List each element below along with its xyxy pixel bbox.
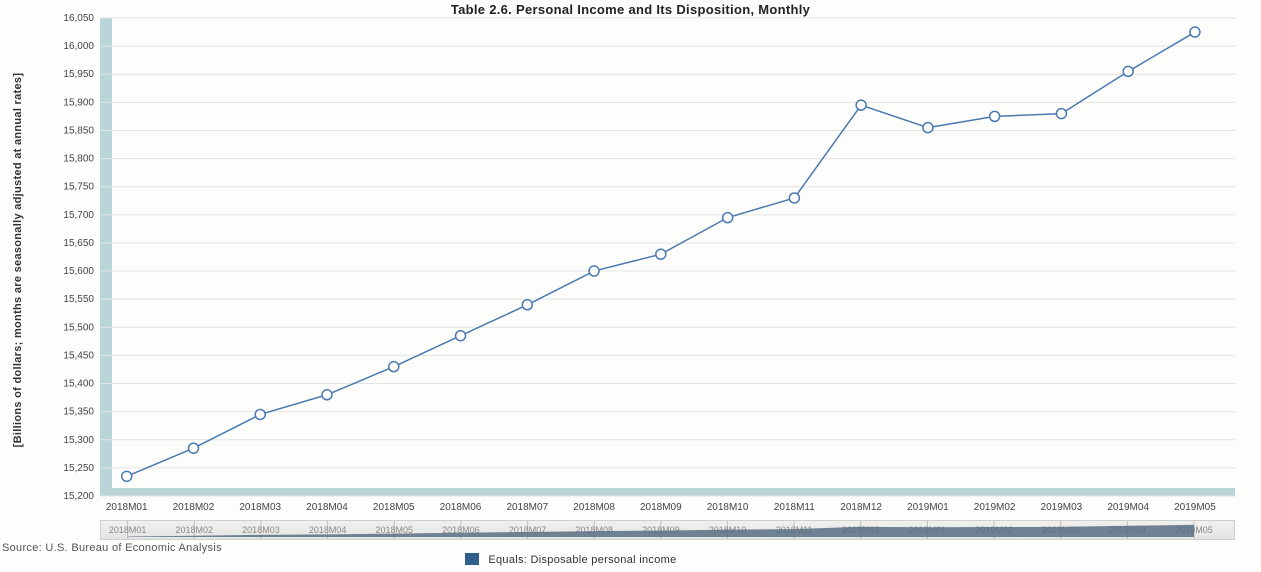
svg-text:2019M01: 2019M01 xyxy=(907,502,949,513)
svg-text:2018M04: 2018M04 xyxy=(306,502,348,513)
svg-text:15,650: 15,650 xyxy=(63,238,94,249)
svg-text:2019M03: 2019M03 xyxy=(1041,502,1083,513)
svg-text:2018M03: 2018M03 xyxy=(239,502,281,513)
svg-text:2018M08: 2018M08 xyxy=(573,502,615,513)
svg-text:15,350: 15,350 xyxy=(63,407,94,418)
svg-text:2019M02: 2019M02 xyxy=(974,502,1016,513)
svg-text:15,900: 15,900 xyxy=(63,97,94,108)
svg-text:2018M05: 2018M05 xyxy=(373,502,415,513)
svg-text:15,600: 15,600 xyxy=(63,266,94,277)
svg-text:15,550: 15,550 xyxy=(63,294,94,305)
svg-text:15,500: 15,500 xyxy=(63,322,94,333)
legend-label: Equals: Disposable personal income xyxy=(488,554,676,566)
svg-text:15,750: 15,750 xyxy=(63,182,94,193)
svg-text:15,250: 15,250 xyxy=(63,463,94,474)
svg-text:2018M06: 2018M06 xyxy=(440,502,482,513)
svg-text:2018M02: 2018M02 xyxy=(176,525,214,535)
svg-text:2018M02: 2018M02 xyxy=(173,502,215,513)
line-chart: 15,200 15,250 15,300 15,350 15,400 15,450 15,5… xyxy=(0,0,1261,520)
svg-text:16,050: 16,050 xyxy=(63,13,94,24)
svg-text:2018M09: 2018M09 xyxy=(640,502,682,513)
source-text: Source: U.S. Bureau of Economic Analysis xyxy=(2,542,222,554)
svg-text:2018M11: 2018M11 xyxy=(774,502,815,513)
svg-text:15,450: 15,450 xyxy=(63,350,94,361)
svg-text:2018M12: 2018M12 xyxy=(840,502,882,513)
range-slider[interactable]: 2018M012018M022018M032018M042018M052018M… xyxy=(100,520,1235,540)
svg-text:2018M10: 2018M10 xyxy=(707,502,749,513)
svg-text:15,300: 15,300 xyxy=(63,435,94,446)
legend-swatch xyxy=(465,553,479,565)
svg-text:2018M01: 2018M01 xyxy=(106,502,148,513)
svg-text:2018M07: 2018M07 xyxy=(506,502,548,513)
svg-text:15,200: 15,200 xyxy=(63,491,94,502)
svg-text:15,400: 15,400 xyxy=(63,379,94,390)
svg-text:2018M01: 2018M01 xyxy=(109,525,147,535)
svg-text:15,800: 15,800 xyxy=(63,154,94,165)
svg-text:15,950: 15,950 xyxy=(63,69,94,80)
svg-text:2019M05: 2019M05 xyxy=(1174,502,1216,513)
svg-text:15,700: 15,700 xyxy=(63,210,94,221)
legend: Equals: Disposable personal income xyxy=(465,554,677,566)
y-axis-label: [Billions of dollars; months are seasona… xyxy=(12,20,24,500)
svg-text:2018M03: 2018M03 xyxy=(242,525,280,535)
svg-text:2019M04: 2019M04 xyxy=(1107,502,1149,513)
svg-text:2018M04: 2018M04 xyxy=(309,525,347,535)
svg-text:16,000: 16,000 xyxy=(63,41,94,52)
range-slider-track: 2018M012018M022018M032018M042018M052018M… xyxy=(101,521,1234,539)
svg-text:15,850: 15,850 xyxy=(63,125,94,136)
